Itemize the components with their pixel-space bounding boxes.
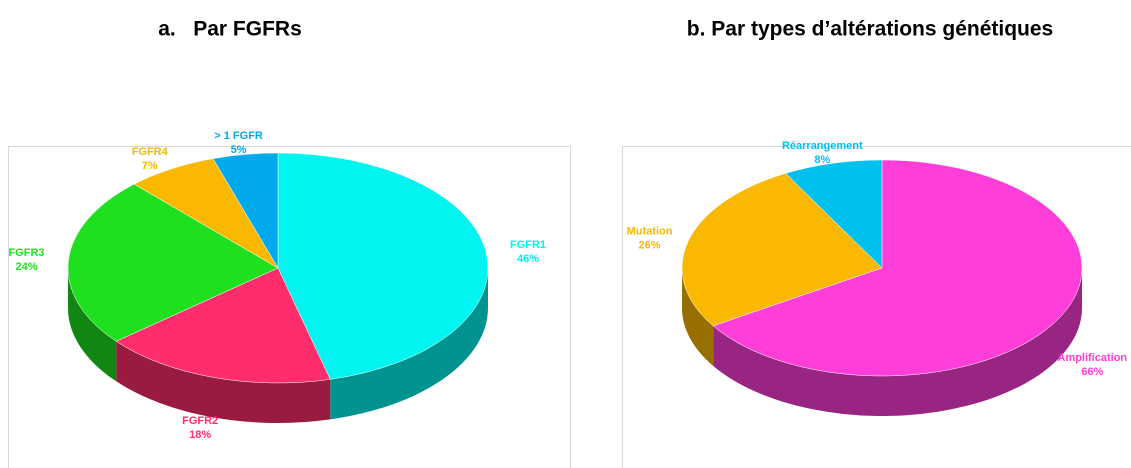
slice bbox=[115, 267, 331, 384]
chart-frame bbox=[622, 146, 1131, 468]
slice-value-label: 46% bbox=[517, 253, 539, 265]
slice bbox=[681, 173, 883, 327]
chart-title: a. Par FGFRs bbox=[158, 18, 302, 41]
slice-label: FGFR2 bbox=[182, 415, 218, 427]
slice-value-label: 5% bbox=[231, 144, 247, 156]
chart-title: b. Par types d’altérations génétiques bbox=[687, 18, 1053, 41]
slice-label: FGFR1 bbox=[510, 239, 546, 251]
slice-label: Amplification bbox=[1057, 352, 1127, 364]
slice-value-label: 8% bbox=[814, 154, 830, 166]
slice-value-label: 26% bbox=[639, 239, 661, 251]
slice-value-label: 66% bbox=[1081, 366, 1103, 378]
slice-side bbox=[116, 341, 331, 423]
slice-label: Mutation bbox=[627, 225, 673, 237]
slice-label: > 1 FGFR bbox=[214, 130, 263, 142]
slice bbox=[712, 159, 1083, 377]
slice-value-label: 7% bbox=[142, 160, 158, 172]
slice bbox=[67, 183, 279, 342]
slice bbox=[785, 159, 883, 269]
slice-label: FGFR4 bbox=[132, 146, 169, 158]
slice-side bbox=[682, 268, 714, 366]
slice-side bbox=[68, 268, 117, 382]
slice-label: Réarrangement bbox=[782, 140, 863, 152]
slice-value-label: 18% bbox=[189, 429, 211, 441]
slice-label: FGFR3 bbox=[8, 247, 44, 259]
chart-frame bbox=[8, 146, 571, 468]
slice bbox=[212, 152, 279, 269]
slice-side bbox=[713, 268, 1082, 417]
slice-value-label: 24% bbox=[15, 261, 37, 273]
slice-side bbox=[330, 268, 489, 420]
slice bbox=[277, 152, 489, 380]
